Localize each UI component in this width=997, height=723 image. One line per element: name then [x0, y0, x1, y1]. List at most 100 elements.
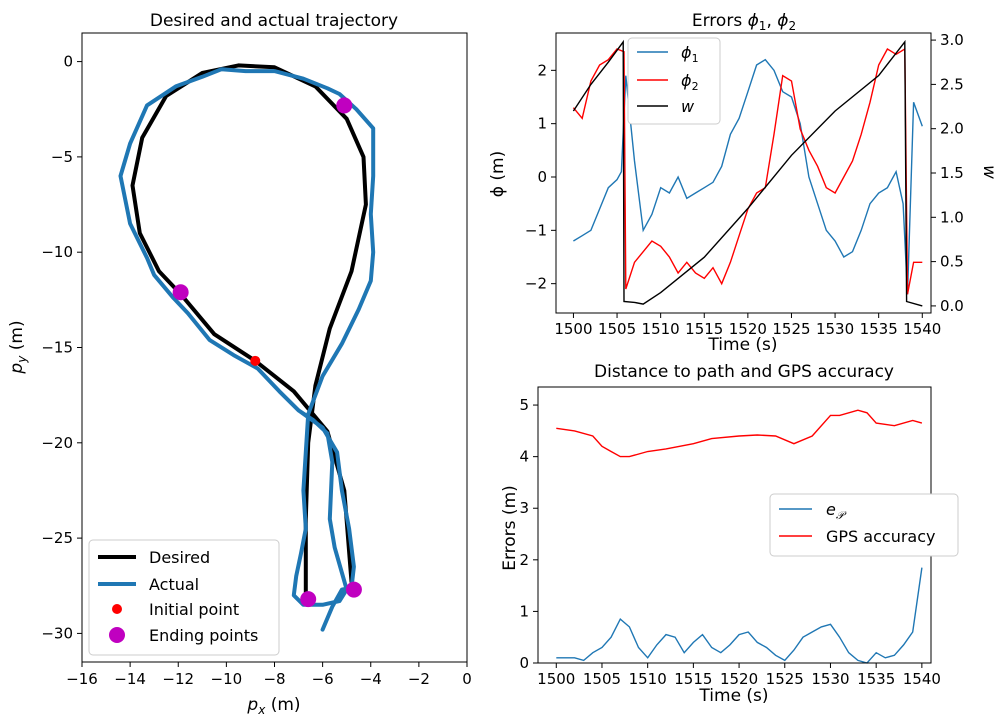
ending-point-marker [300, 591, 317, 608]
errors-chart: Errors ϕ1, ϕ2 1500 1505 1510 1515 1520 1525 15… [488, 11, 997, 355]
y-tick-label: −2 [525, 275, 547, 293]
y2-tick-label: 3.0 [940, 31, 964, 49]
ep-series-line [556, 567, 923, 664]
x-tick-label: −12 [162, 670, 194, 688]
x-tick-label: −8 [263, 670, 285, 688]
errors-title: Errors ϕ1, ϕ2 [692, 11, 796, 33]
errors-ylabel-right: w [979, 165, 997, 179]
actual-trajectory-line [118, 67, 376, 632]
legend-w-label: w [681, 97, 695, 116]
y-tick-label: 1 [537, 115, 547, 133]
y-tick-label: −10 [41, 243, 73, 261]
x-tick-label: −16 [66, 670, 98, 688]
trajectory-legend-box [88, 539, 280, 656]
trajectory-chart: Desired and actual trajectory −16 −14 −12−… [7, 11, 472, 717]
distance-y-ticks: 0 1 2 3 4 5 [519, 396, 538, 672]
y-tick-label: 0 [519, 654, 529, 672]
legend-gps-label: GPS accuracy [826, 527, 935, 546]
y-tick-label: −30 [41, 624, 73, 642]
x-tick-label: 1515 [674, 670, 712, 688]
distance-plot-area [556, 409, 923, 664]
x-tick-label: 1520 [729, 320, 767, 338]
x-tick-label: −2 [408, 670, 430, 688]
y-tick-label: 1 [519, 602, 529, 620]
legend-ending-swatch [109, 627, 125, 643]
legend-desired-label: Desired [149, 548, 210, 567]
legend-actual-label: Actual [149, 575, 199, 594]
x-tick-label: 1500 [537, 670, 575, 688]
x-tick-label: 1525 [772, 320, 810, 338]
x-tick-label: 1500 [554, 320, 592, 338]
y-tick-label: 0 [537, 168, 547, 186]
x-tick-label: 1505 [583, 670, 621, 688]
x-tick-label: 1535 [860, 320, 898, 338]
y-tick-label: −25 [41, 529, 73, 547]
w-series-line [572, 39, 923, 307]
phi1-series-line [573, 58, 923, 295]
trajectory-y-ticks: 0 −5 −10 −15 −20 −25 −30 [41, 53, 82, 642]
legend-initial-swatch [112, 604, 122, 614]
trajectory-title: Desired and actual trajectory [150, 11, 398, 31]
y-tick-label: 2 [519, 551, 529, 569]
x-tick-label: 1505 [598, 320, 636, 338]
distance-legend-box [769, 493, 959, 557]
x-tick-label: −6 [312, 670, 334, 688]
gps-accuracy-series-line [556, 409, 923, 458]
distance-legend: e𝒫 GPS accuracy [769, 493, 959, 557]
y-tick-label: −15 [41, 339, 73, 357]
x-tick-label: 1540 [903, 670, 941, 688]
y-tick-label: −5 [51, 148, 73, 166]
ending-point-marker [172, 284, 189, 301]
x-tick-label: 1530 [816, 320, 854, 338]
errors-y2-ticks: 0.0 0.5 1.0 1.5 2.0 2.5 3.0 [931, 31, 964, 315]
x-tick-label: 1540 [903, 320, 941, 338]
errors-x-ticks: 1500 1505 1510 1515 1520 1525 1530 1535 1540 [554, 313, 941, 338]
legend-ending-label: Ending points [149, 626, 258, 645]
x-tick-label: 1510 [629, 670, 667, 688]
ending-point-marker [345, 581, 362, 598]
x-tick-label: 1515 [685, 320, 723, 338]
initial-point-marker [250, 355, 261, 366]
x-tick-label: −14 [114, 670, 146, 688]
errors-legend: ϕ1 ϕ2 w [627, 37, 721, 125]
y-tick-label: 4 [519, 448, 529, 466]
y-tick-label: 0 [63, 53, 73, 71]
x-tick-label: 1520 [720, 670, 758, 688]
y2-tick-label: 1.5 [940, 164, 964, 182]
y2-tick-label: 0.5 [940, 253, 964, 271]
errors-y-ticks: −2 −1 0 1 2 [525, 61, 556, 293]
y-tick-label: −1 [525, 221, 547, 239]
errors-axes-frame [555, 32, 932, 314]
y-tick-label: 3 [519, 499, 529, 517]
errors-ylabel: ϕ (m) [488, 151, 508, 197]
errors-legend-box [627, 37, 721, 125]
errors-plot-area [572, 39, 923, 307]
x-tick-label: 1535 [857, 670, 895, 688]
y2-tick-label: 2.0 [940, 120, 964, 138]
errors-xlabel: Time (s) [707, 335, 777, 355]
x-tick-label: −4 [360, 670, 382, 688]
trajectory-x-ticks: −16 −14 −12 −10 −8 −6 −4 −2 0 [66, 662, 472, 688]
y2-tick-label: 2.5 [940, 75, 964, 93]
trajectory-legend: Desired Actual Initial point Ending poin… [88, 539, 280, 656]
distance-xlabel: Time (s) [698, 686, 768, 706]
x-tick-label: −10 [211, 670, 243, 688]
y-tick-label: 2 [537, 61, 547, 79]
trajectory-ylabel: py (m) [7, 320, 29, 374]
y2-tick-label: 1.0 [940, 208, 964, 226]
x-tick-label: 1525 [766, 670, 804, 688]
legend-initial-label: Initial point [149, 600, 239, 619]
distance-x-ticks: 1500 1505 1510 1515 1520 1525 1530 1535 1540 [537, 663, 941, 688]
trajectory-xlabel: px (m) [246, 695, 300, 717]
distance-ylabel: Errors (m) [500, 485, 520, 571]
y-tick-label: 5 [519, 396, 529, 414]
x-tick-label: 0 [462, 670, 472, 688]
ending-point-marker [336, 97, 353, 114]
distance-chart: Distance to path and GPS accuracy 1500 15… [500, 362, 959, 706]
x-tick-label: 1510 [642, 320, 680, 338]
x-tick-label: 1530 [811, 670, 849, 688]
distance-title: Distance to path and GPS accuracy [594, 362, 894, 382]
y-tick-label: −20 [41, 434, 73, 452]
y2-tick-label: 0.0 [940, 297, 964, 315]
